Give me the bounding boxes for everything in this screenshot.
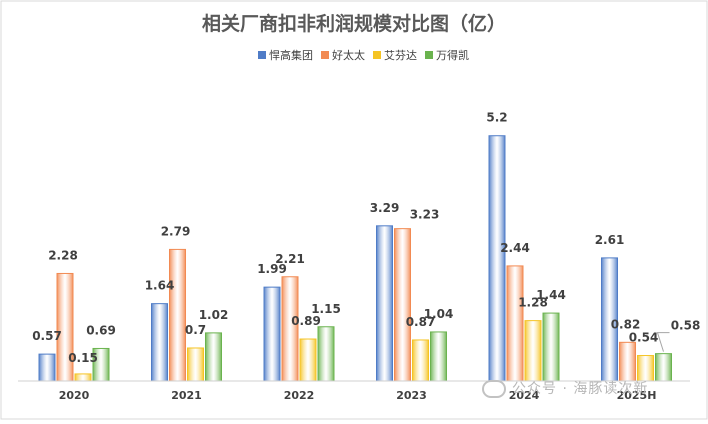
data-label-2-2023: 0.87 <box>406 315 436 329</box>
data-label-2-2024: 1.28 <box>518 296 548 310</box>
x-tick-2023: 2023 <box>396 389 427 402</box>
x-axis-ticks: 2020 2021 2022 2023 2024 2025H <box>59 389 657 402</box>
data-label-1-2024: 2.44 <box>500 241 530 255</box>
data-label-0-2023: 3.29 <box>370 201 400 215</box>
bar-1-2022 <box>281 276 299 382</box>
data-label-2-2021: 0.7 <box>185 323 206 337</box>
data-label-1-2021: 2.79 <box>161 224 191 238</box>
data-label-0-2025H: 2.61 <box>595 233 625 247</box>
data-label-0-2021: 1.64 <box>145 279 175 293</box>
bar-0-2021 <box>151 303 168 382</box>
x-tick-2025H: 2025H <box>617 389 657 402</box>
bar-0-2023 <box>376 225 393 382</box>
legend: 悍高集团 好太太 艾芬达 万得凯 <box>258 48 469 62</box>
data-label-3-2021: 1.02 <box>199 308 229 322</box>
bar-0-2024 <box>488 135 506 382</box>
data-label-1-2023: 3.23 <box>410 208 440 222</box>
bars-group <box>38 135 672 382</box>
bar-2-2023 <box>412 339 429 382</box>
data-label-2-2020: 0.15 <box>68 351 98 365</box>
data-label-3-2025H: 0.58 <box>671 319 701 333</box>
data-label-0-2020: 0.57 <box>32 329 62 343</box>
bar-3-2022 <box>317 326 335 382</box>
bar-2-2022 <box>299 338 317 382</box>
legend-label-3: 万得凯 <box>436 49 469 62</box>
data-label-1-2020: 2.28 <box>48 248 78 262</box>
data-label-3-2020: 0.69 <box>86 323 116 337</box>
leader-line <box>656 332 670 352</box>
x-tick-2020: 2020 <box>59 389 90 402</box>
bar-0-2022 <box>263 286 281 382</box>
data-labels-group: 0.57 2.28 0.15 0.69 1.64 2.79 0.71.02 1.992.21 0… <box>32 111 700 365</box>
watermark: 公众号 · 海豚读次新 <box>482 378 648 398</box>
legend-swatch-2 <box>373 51 381 59</box>
legend-label-1: 好太太 <box>332 48 365 62</box>
bar-1-2025H <box>619 341 636 382</box>
bar-1-2021 <box>169 248 186 382</box>
x-tick-2022: 2022 <box>284 389 315 402</box>
bar-3-2025H <box>655 353 672 382</box>
data-label-3-2023: 1.04 <box>424 307 454 321</box>
wechat-icon <box>482 380 506 398</box>
legend-label-0: 悍高集团 <box>269 48 313 62</box>
bar-1-2023 <box>394 228 411 382</box>
data-label-3-2022: 1.15 <box>311 302 341 316</box>
x-tick-2024: 2024 <box>509 389 540 402</box>
watermark-text: 公众号 · 海豚读次新 <box>512 381 649 397</box>
bar-3-2023 <box>430 331 447 382</box>
data-label-1-2025H: 0.82 <box>611 317 641 331</box>
data-label-0-2024: 5.2 <box>486 111 507 125</box>
data-label-0-2022: 1.99 <box>257 262 287 276</box>
x-tick-2021: 2021 <box>171 389 202 402</box>
data-label-2-2022: 0.89 <box>291 314 321 328</box>
bar-1-2024 <box>506 265 524 382</box>
legend-swatch-0 <box>258 51 266 59</box>
bar-0-2020 <box>38 353 56 382</box>
legend-swatch-1 <box>321 51 329 59</box>
legend-label-2: 艾芬达 <box>384 49 417 62</box>
bar-2-2021 <box>187 347 204 382</box>
data-label-1-2022: 2.21 <box>275 252 305 266</box>
bar-3-2021 <box>205 332 222 382</box>
bar-3-2024 <box>542 312 560 382</box>
chart-title: 相关厂商扣非利润规模对比图（亿） <box>202 12 506 35</box>
bar-2-2024 <box>524 320 542 382</box>
legend-swatch-3 <box>425 51 433 59</box>
data-label-3-2024: 1.44 <box>536 288 566 302</box>
data-label-2-2025H: 0.54 <box>629 331 659 345</box>
bar-2-2020 <box>74 373 92 382</box>
